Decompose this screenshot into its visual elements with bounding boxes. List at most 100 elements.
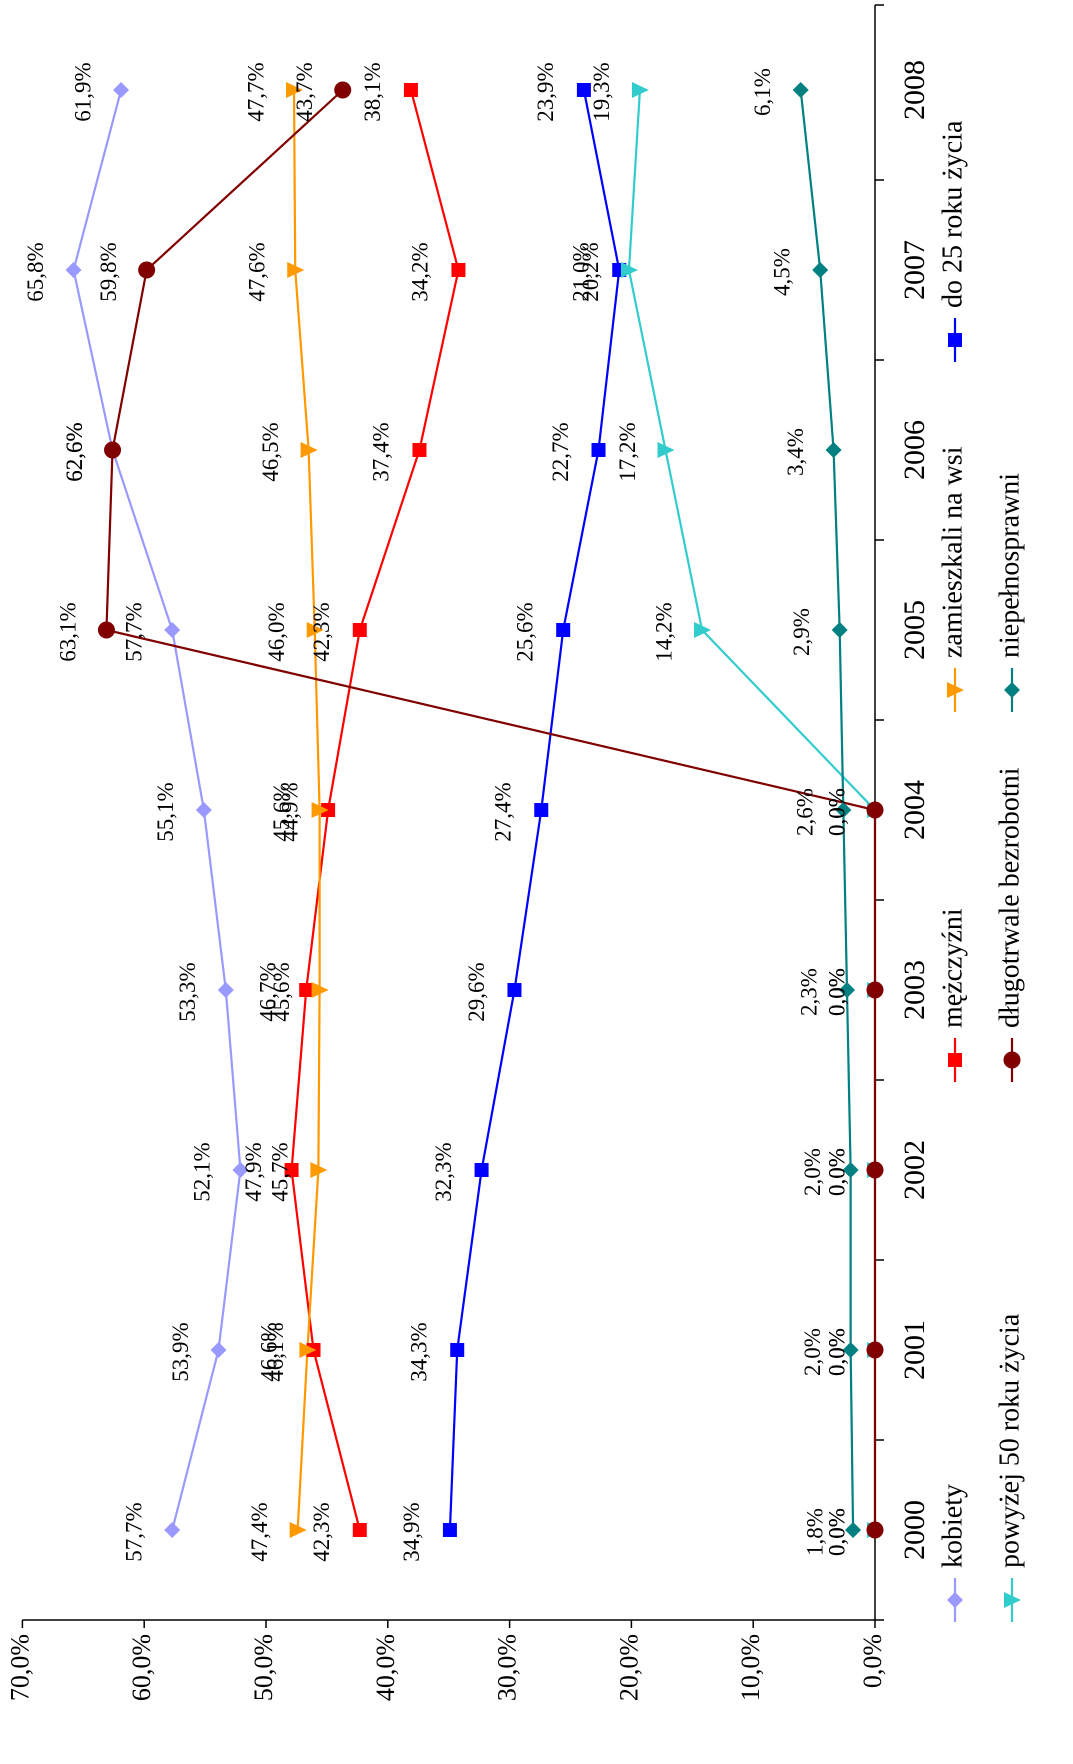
value-tick-label: 10,0% [736, 1634, 765, 1701]
data-point-circle [866, 1521, 884, 1539]
data-label: 37,4% [369, 422, 394, 481]
data-label: 0,0% [824, 1148, 849, 1196]
data-label: 45,6% [269, 782, 294, 841]
data-label: 27,4% [491, 782, 516, 841]
data-point-triangle [631, 82, 649, 98]
data-point-square [352, 623, 367, 637]
data-label: 47,6% [245, 242, 270, 301]
data-point-diamond [947, 1592, 963, 1608]
value-tick-label: 70,0% [5, 1634, 34, 1701]
data-label: 38,1% [360, 62, 385, 121]
data-point-square [403, 83, 418, 97]
data-point-diamond [65, 262, 82, 278]
data-point-square [591, 443, 606, 457]
data-point-diamond [842, 1162, 859, 1178]
data-point-triangle [620, 262, 638, 278]
legend: kobiety mężczyźni zamieszkali na wsi do 25 … [937, 120, 1025, 1622]
data-label: 42,3% [309, 602, 334, 661]
data-label: 46,5% [258, 422, 283, 481]
data-label: 4,5% [769, 248, 794, 296]
data-label: 0,0% [824, 1148, 849, 1196]
data-label: 21,0% [569, 242, 594, 301]
data-point-diamond [113, 82, 130, 98]
data-label: 65,8% [23, 242, 48, 301]
data-label: 1,8% [802, 1508, 827, 1556]
data-label: 2,6% [793, 788, 818, 836]
data-label: 17,2% [615, 422, 640, 481]
data-label: 61,9% [70, 62, 95, 121]
data-label: 57,7% [121, 602, 146, 661]
data-point-circle [866, 801, 884, 819]
category-label: 2008 [898, 60, 931, 120]
data-label: 42,3% [309, 1502, 334, 1561]
data-label: 52,1% [190, 1142, 215, 1201]
data-label: 45,6% [269, 962, 294, 1021]
data-point-triangle [286, 82, 304, 98]
data-label: 0,0% [824, 788, 849, 836]
data-label: 59,8% [96, 242, 121, 301]
data-label: 3,4% [783, 428, 808, 476]
category-label: 2001 [898, 1320, 931, 1380]
data-label: 53,3% [175, 962, 200, 1021]
legend-label: kobiety [937, 1484, 968, 1568]
data-label: 46,1% [263, 1322, 288, 1381]
data-point-triangle [311, 802, 329, 818]
data-point-triangle [694, 622, 712, 638]
data-label: 55,1% [153, 782, 178, 841]
chart-axes: 0,0% 10,0% 20,0% 30,0% 40,0% 50,0% 60,0% 70,0% 2… [5, 4, 931, 1701]
data-point-square [451, 263, 466, 277]
series-markers [65, 81, 884, 1539]
data-point-triangle [300, 442, 318, 458]
data-point-diamond [831, 622, 848, 638]
data-point-triangle [306, 622, 324, 638]
data-point-square [299, 983, 314, 997]
data-point-triangle [311, 982, 329, 998]
data-label: 2,0% [800, 1148, 825, 1196]
data-label: 53,9% [168, 1322, 193, 1381]
data-label: 0,0% [824, 968, 849, 1016]
data-point-square [556, 623, 571, 637]
legend-item: kobiety [937, 1484, 968, 1622]
data-point-circle [866, 1161, 884, 1179]
data-point-square [284, 1163, 299, 1177]
data-point-square [534, 803, 549, 817]
data-label: 34,3% [407, 1322, 432, 1381]
value-tick-label: 60,0% [127, 1634, 156, 1701]
data-point-triangle [289, 1522, 307, 1538]
data-label: 47,9% [241, 1142, 266, 1201]
data-label: 0,0% [824, 1508, 849, 1556]
data-label: 6,1% [750, 68, 775, 116]
data-point-circle [866, 1341, 884, 1359]
data-point-triangle [299, 1342, 317, 1358]
data-label: 29,6% [464, 962, 489, 1021]
data-label: 34,2% [408, 242, 433, 301]
data-point-diamond [195, 802, 212, 818]
data-point-diamond [845, 1522, 862, 1538]
data-label: 43,7% [292, 62, 317, 121]
data-point-triangle [1004, 1592, 1021, 1608]
data-point-square [352, 1523, 367, 1537]
value-tick-label: 50,0% [249, 1634, 278, 1701]
legend-item: niepełnosprawni [994, 473, 1025, 712]
series-lines [72, 89, 877, 1531]
value-tick-label: 30,0% [493, 1634, 522, 1701]
data-labels: 57,7% 53,9% 52,1% 53,3% 55,1% 57,7% 62,6% 65,8%… [23, 62, 849, 1561]
data-label: 19,3% [589, 62, 614, 121]
data-point-diamond [842, 1342, 859, 1358]
legend-label: długotrwale bezrobotni [994, 767, 1025, 1028]
data-point-square [474, 1163, 489, 1177]
data-label: 0,0% [824, 968, 849, 1016]
data-label: 0,0% [824, 1328, 849, 1376]
data-label: 0,0% [824, 1328, 849, 1376]
data-label: 22,7% [548, 422, 573, 481]
category-label: 2006 [898, 420, 931, 480]
legend-item: długotrwale bezrobotni [994, 767, 1025, 1082]
data-point-square [948, 1053, 962, 1067]
category-label: 2000 [898, 1500, 931, 1560]
data-label: 45,7% [268, 1142, 293, 1201]
data-point-square [450, 1343, 465, 1357]
data-point-diamond [164, 622, 181, 638]
data-label: 44,9% [277, 782, 302, 841]
data-point-diamond [217, 982, 234, 998]
